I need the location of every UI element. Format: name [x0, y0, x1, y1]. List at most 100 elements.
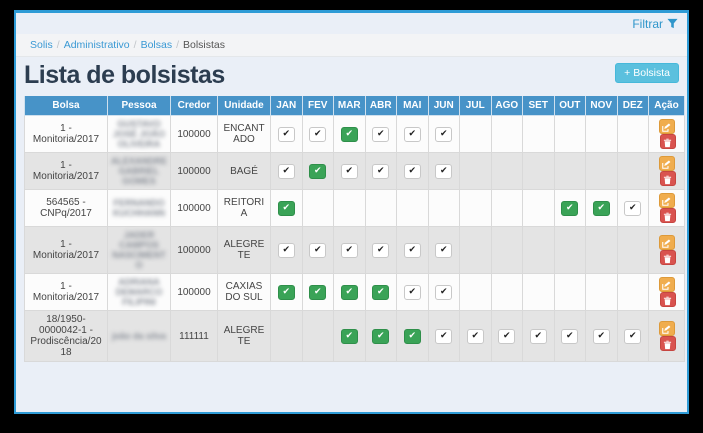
- month-check-jan[interactable]: ✔: [277, 126, 295, 142]
- month-paid-check-nov[interactable]: ✔: [592, 200, 610, 216]
- month-check-abr[interactable]: ✔: [372, 242, 390, 258]
- filter-funnel-icon: [667, 18, 678, 29]
- pessoa-cell: joão da silva: [107, 310, 171, 362]
- month-cell-abr: ✔: [364, 226, 397, 274]
- pessoa-cell: FERNANDO KUCHHANN: [107, 189, 171, 227]
- month-cell-out: [553, 226, 586, 274]
- month-check-jan[interactable]: ✔: [277, 163, 295, 179]
- month-cell-dez: [616, 152, 649, 190]
- month-cell-nov: ✔: [585, 189, 618, 227]
- month-cell-mar: ✔: [333, 310, 366, 362]
- month-cell-out: [553, 152, 586, 190]
- month-check-nov[interactable]: ✔: [592, 328, 610, 344]
- month-paid-check-fev[interactable]: ✔: [309, 163, 327, 179]
- top-bar: Filtrar: [16, 13, 687, 34]
- month-check-mar[interactable]: ✔: [340, 242, 358, 258]
- month-cell-dez: [616, 226, 649, 274]
- month-cell-jan: ✔: [270, 189, 303, 227]
- month-cell-jun: ✔: [427, 310, 460, 362]
- bolsistas-table: Bolsa Pessoa Credor Unidade JAN FEV MAR ABR MAI J…: [24, 96, 685, 362]
- edit-button[interactable]: [658, 277, 675, 292]
- month-cell-ago: [490, 115, 523, 153]
- edit-button[interactable]: [658, 119, 675, 134]
- unidade-cell: ALEGRETE: [217, 310, 271, 362]
- month-cell-ago: [490, 189, 523, 227]
- month-check-out[interactable]: ✔: [561, 328, 579, 344]
- month-cell-ago: [490, 226, 523, 274]
- month-check-abr[interactable]: ✔: [372, 163, 390, 179]
- month-paid-check-out[interactable]: ✔: [561, 200, 579, 216]
- month-paid-check-jan[interactable]: ✔: [277, 200, 295, 216]
- pessoa-cell: ADRIANA DEMARCO FILIPINI: [107, 273, 171, 311]
- column-header-ago: AGO: [490, 96, 523, 116]
- month-check-dez[interactable]: ✔: [624, 200, 642, 216]
- month-paid-check-jan[interactable]: ✔: [277, 284, 295, 300]
- month-cell-jan: ✔: [270, 273, 303, 311]
- month-cell-mai: ✔: [396, 152, 429, 190]
- month-cell-jul: [459, 189, 492, 227]
- month-check-mar[interactable]: ✔: [340, 163, 358, 179]
- month-check-mai[interactable]: ✔: [403, 126, 421, 142]
- month-check-fev[interactable]: ✔: [309, 126, 327, 142]
- month-check-jan[interactable]: ✔: [277, 242, 295, 258]
- edit-button[interactable]: [658, 156, 675, 171]
- month-check-jul[interactable]: ✔: [466, 328, 484, 344]
- month-cell-mai: [396, 189, 429, 227]
- month-check-set[interactable]: ✔: [529, 328, 547, 344]
- column-header-mai: MAI: [396, 96, 429, 116]
- edit-button[interactable]: [658, 321, 675, 336]
- month-cell-set: [522, 226, 555, 274]
- month-check-fev[interactable]: ✔: [309, 242, 327, 258]
- month-cell-jun: ✔: [427, 273, 460, 311]
- filter-button[interactable]: Filtrar: [632, 17, 678, 31]
- month-check-ago[interactable]: ✔: [498, 328, 516, 344]
- month-cell-abr: ✔: [364, 310, 397, 362]
- month-check-jun[interactable]: ✔: [435, 163, 453, 179]
- delete-button[interactable]: [659, 292, 676, 307]
- credor-cell: 100000: [170, 152, 218, 190]
- month-cell-jul: [459, 152, 492, 190]
- month-cell-jan: ✔: [270, 115, 303, 153]
- month-paid-check-abr[interactable]: ✔: [372, 328, 390, 344]
- month-check-jun[interactable]: ✔: [435, 328, 453, 344]
- month-check-jun[interactable]: ✔: [435, 126, 453, 142]
- breadcrumb-item-solis[interactable]: Solis: [30, 39, 53, 51]
- month-paid-check-mar[interactable]: ✔: [340, 126, 358, 142]
- add-bolsista-button[interactable]: + Bolsista: [615, 63, 679, 83]
- month-check-jun[interactable]: ✔: [435, 284, 453, 300]
- month-paid-check-abr[interactable]: ✔: [372, 284, 390, 300]
- month-check-mai[interactable]: ✔: [403, 163, 421, 179]
- edit-button[interactable]: [658, 235, 675, 250]
- edit-button[interactable]: [658, 193, 675, 208]
- month-check-mai[interactable]: ✔: [403, 284, 421, 300]
- table-row: 18/1950-0000042-1 - Prodiscência/2018 joã…: [24, 310, 685, 362]
- month-paid-check-mar[interactable]: ✔: [340, 328, 358, 344]
- column-header-mar: MAR: [333, 96, 366, 116]
- month-cell-dez: ✔: [616, 310, 649, 362]
- month-paid-check-mar[interactable]: ✔: [340, 284, 358, 300]
- delete-button[interactable]: [659, 171, 676, 186]
- action-cell: [648, 189, 685, 227]
- month-cell-mar: ✔: [333, 115, 366, 153]
- delete-button[interactable]: [659, 336, 676, 351]
- delete-button[interactable]: [659, 250, 676, 265]
- credor-cell: 100000: [170, 226, 218, 274]
- breadcrumb-item-administrativo[interactable]: Administrativo: [63, 39, 130, 51]
- month-cell-abr: ✔: [364, 273, 397, 311]
- column-header-a-o: Ação: [648, 96, 685, 116]
- action-cell: [648, 152, 685, 190]
- month-check-jun[interactable]: ✔: [435, 242, 453, 258]
- page-header: Lista de bolsistas + Bolsista: [16, 57, 687, 96]
- month-cell-mai: ✔: [396, 226, 429, 274]
- breadcrumb-item-bolsas[interactable]: Bolsas: [140, 39, 173, 51]
- month-cell-nov: ✔: [585, 310, 618, 362]
- month-check-dez[interactable]: ✔: [624, 328, 642, 344]
- month-check-abr[interactable]: ✔: [372, 126, 390, 142]
- month-check-mai[interactable]: ✔: [403, 242, 421, 258]
- month-paid-check-fev[interactable]: ✔: [309, 284, 327, 300]
- delete-button[interactable]: [659, 134, 676, 149]
- month-cell-ago: [490, 152, 523, 190]
- month-cell-nov: [585, 273, 618, 311]
- month-paid-check-mai[interactable]: ✔: [403, 328, 421, 344]
- delete-button[interactable]: [659, 208, 676, 223]
